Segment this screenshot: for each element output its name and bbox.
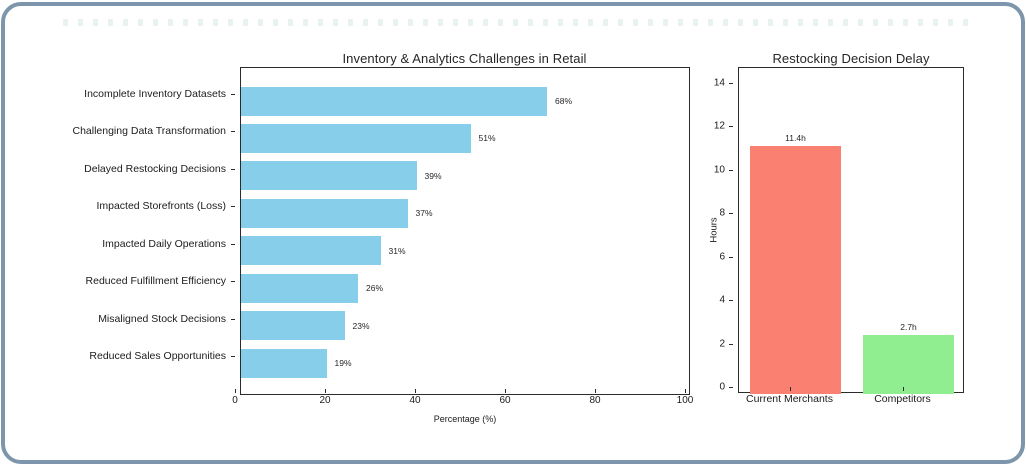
- y-tick-mark: [729, 82, 733, 84]
- category-label: Misaligned Stock Decisions: [98, 312, 226, 325]
- y-tick-mark: [729, 213, 733, 215]
- challenge-bar: [241, 236, 381, 266]
- x-tick-label: 0: [232, 395, 238, 406]
- category-label: Challenging Data Transformation: [72, 125, 226, 138]
- bar-value-label: 31%: [388, 245, 406, 256]
- y-tick-label: 12: [713, 120, 725, 132]
- challenges-plot-area: 68% 51% 39% 37% 31% 26% 23% 19%: [240, 67, 690, 395]
- y-tick-label: 8: [719, 207, 725, 219]
- bar-value-label: 2.7h: [900, 322, 917, 333]
- y-tick-mark: [231, 281, 235, 283]
- x-tick-mark: [325, 389, 326, 393]
- delay-bar: [863, 335, 954, 394]
- x-tick-mark: [235, 389, 236, 393]
- bar-value-label: 23%: [352, 320, 370, 331]
- y-tick-mark: [231, 206, 235, 208]
- category-label: Delayed Restocking Decisions: [84, 162, 226, 175]
- x-tick-label: 20: [319, 395, 331, 406]
- challenge-bar: [241, 123, 471, 153]
- category-label: Impacted Daily Operations: [102, 237, 226, 250]
- x-tick-mark: [685, 389, 686, 393]
- delay-plot-area: 11.4h 2.7h: [738, 67, 964, 394]
- y-tick-mark: [729, 343, 733, 345]
- y-tick-label: 2: [719, 338, 725, 350]
- y-tick-label: 14: [713, 77, 725, 89]
- delay-y-axis-label: Hours: [708, 217, 720, 243]
- challenge-bar: [241, 273, 358, 303]
- bar-value-label: 19%: [334, 358, 352, 368]
- bar-value-label: 37%: [415, 208, 433, 219]
- x-tick-mark: [415, 389, 416, 393]
- category-label: Incomplete Inventory Datasets: [84, 88, 226, 100]
- x-tick-label: 60: [499, 395, 511, 406]
- challenge-bar: [241, 161, 417, 191]
- y-tick-mark: [729, 126, 733, 128]
- x-tick-label: 40: [409, 395, 421, 406]
- category-label: Reduced Sales Opportunities: [89, 350, 226, 362]
- challenge-bar: [241, 348, 327, 378]
- y-tick-mark: [231, 168, 235, 170]
- challenges-x-axis-label: Percentage (%): [433, 414, 497, 424]
- y-tick-mark: [231, 318, 235, 320]
- category-label: Reduced Fulfillment Efficiency: [85, 275, 226, 288]
- bar-value-label: 51%: [478, 133, 496, 144]
- delay-bar: [750, 146, 841, 394]
- y-tick-mark: [231, 356, 235, 357]
- bar-value-label: 39%: [424, 170, 442, 181]
- y-tick-mark: [729, 300, 733, 302]
- challenge-bar: [241, 86, 547, 116]
- y-tick-label: 6: [719, 251, 725, 263]
- x-tick-mark: [595, 389, 596, 393]
- y-tick-mark: [729, 256, 733, 258]
- x-tick-mark: [902, 387, 904, 391]
- challenge-bar: [241, 198, 408, 228]
- x-tick-mark: [789, 387, 791, 391]
- y-tick-label: 4: [719, 294, 725, 306]
- category-label: Current Merchants: [746, 393, 833, 405]
- decorative-dots-strip: [63, 19, 977, 26]
- y-tick-mark: [729, 387, 733, 388]
- y-tick-mark: [729, 169, 733, 171]
- category-label: Competitors: [874, 393, 931, 405]
- category-label: Impacted Storefronts (Loss): [96, 200, 226, 213]
- y-tick-label: 10: [713, 164, 725, 176]
- x-tick-label: 100: [676, 395, 694, 406]
- x-tick-mark: [505, 389, 506, 393]
- x-tick-label: 80: [589, 395, 601, 406]
- bar-value-label: 26%: [366, 283, 384, 294]
- y-tick-mark: [231, 131, 235, 133]
- challenge-bar: [241, 311, 345, 341]
- y-tick-mark: [231, 94, 235, 95]
- delay-chart-title: Restocking Decision Delay: [772, 51, 930, 66]
- challenges-chart-title: Inventory & Analytics Challenges in Reta…: [342, 51, 587, 66]
- y-tick-mark: [231, 243, 235, 245]
- bar-value-label: 11.4h: [785, 133, 806, 144]
- y-tick-label: 0: [719, 381, 725, 393]
- bar-value-label: 68%: [555, 96, 573, 106]
